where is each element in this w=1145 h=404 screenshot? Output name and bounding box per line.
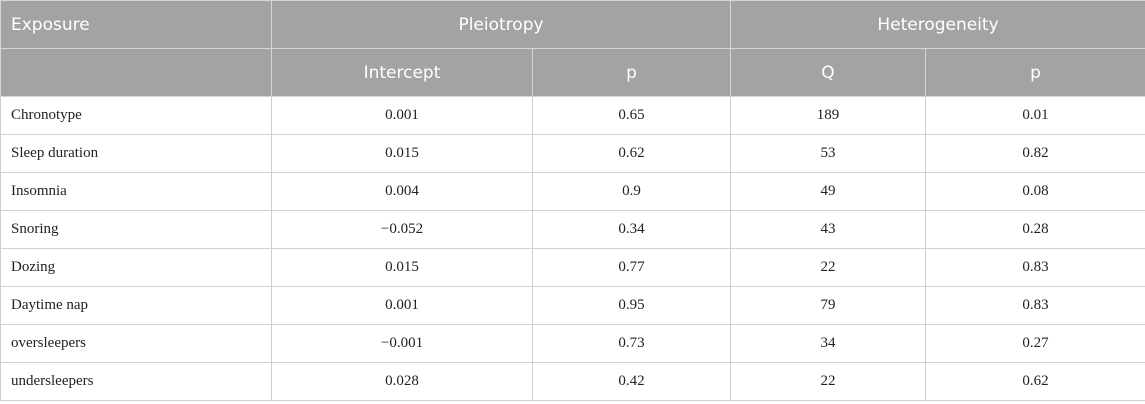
value-cell: 0.95 [532, 286, 731, 325]
value-cell: −0.001 [271, 324, 533, 363]
exposure-cell: Insomnia [0, 172, 272, 211]
value-cell: 0.73 [532, 324, 731, 363]
table-row: oversleepers −0.001 0.73 34 0.27 [0, 324, 1145, 363]
value-cell: 53 [730, 134, 926, 173]
value-cell: 0.9 [532, 172, 731, 211]
table-row: Insomnia 0.004 0.9 49 0.08 [0, 172, 1145, 211]
value-cell: 0.01 [924, 96, 1145, 135]
value-cell: 43 [730, 210, 926, 249]
value-cell: 0.83 [924, 286, 1145, 325]
exposure-cell: oversleepers [0, 324, 272, 363]
table-row: Daytime nap 0.001 0.95 79 0.83 [0, 286, 1145, 325]
header-cell: Q [730, 48, 926, 97]
value-cell: −0.052 [271, 210, 533, 249]
value-cell: 0.27 [924, 324, 1145, 363]
value-cell: 0.65 [532, 96, 731, 135]
value-cell: 0.028 [271, 362, 533, 401]
table-row: Chronotype 0.001 0.65 189 0.01 [0, 96, 1145, 135]
value-cell: 22 [730, 248, 926, 287]
table-row: Snoring −0.052 0.34 43 0.28 [0, 210, 1145, 249]
exposure-cell: Dozing [0, 248, 272, 287]
value-cell: 0.42 [532, 362, 731, 401]
header-cell: Intercept [271, 48, 533, 97]
value-cell: 34 [730, 324, 926, 363]
header-cell: p [924, 48, 1145, 97]
value-cell: 0.004 [271, 172, 533, 211]
header-cell [0, 48, 272, 97]
table-header: Exposure Pleiotropy Heterogeneity Interc… [0, 0, 1145, 97]
header-row: Exposure Pleiotropy Heterogeneity [0, 0, 1145, 49]
table-row: Dozing 0.015 0.77 22 0.83 [0, 248, 1145, 287]
value-cell: 0.001 [271, 96, 533, 135]
exposure-cell: Snoring [0, 210, 272, 249]
exposure-cell: Sleep duration [0, 134, 272, 173]
value-cell: 189 [730, 96, 926, 135]
value-cell: 49 [730, 172, 926, 211]
value-cell: 22 [730, 362, 926, 401]
value-cell: 0.08 [924, 172, 1145, 211]
exposure-cell: undersleepers [0, 362, 272, 401]
value-cell: 0.28 [924, 210, 1145, 249]
value-cell: 0.015 [271, 134, 533, 173]
value-cell: 0.015 [271, 248, 533, 287]
value-cell: 79 [730, 286, 926, 325]
value-cell: 0.77 [532, 248, 731, 287]
value-cell: 0.34 [532, 210, 731, 249]
value-cell: 0.62 [532, 134, 731, 173]
header-group: Heterogeneity [729, 0, 1145, 49]
value-cell: 0.62 [924, 362, 1145, 401]
exposure-cell: Chronotype [0, 96, 272, 135]
value-cell: 0.001 [271, 286, 533, 325]
value-cell: 0.82 [924, 134, 1145, 173]
exposure-cell: Daytime nap [0, 286, 272, 325]
subheader-row: Intercept p Q p [0, 48, 1145, 97]
header-cell: p [532, 48, 731, 97]
table-body: Chronotype 0.001 0.65 189 0.01 Sleep duration… [0, 96, 1145, 401]
value-cell: 0.83 [924, 248, 1145, 287]
table-row: Sleep duration 0.015 0.62 53 0.82 [0, 134, 1145, 173]
header-cell: Exposure [0, 0, 272, 49]
header-group: Pleiotropy [271, 0, 731, 49]
table-row: undersleepers 0.028 0.42 22 0.62 [0, 362, 1145, 401]
